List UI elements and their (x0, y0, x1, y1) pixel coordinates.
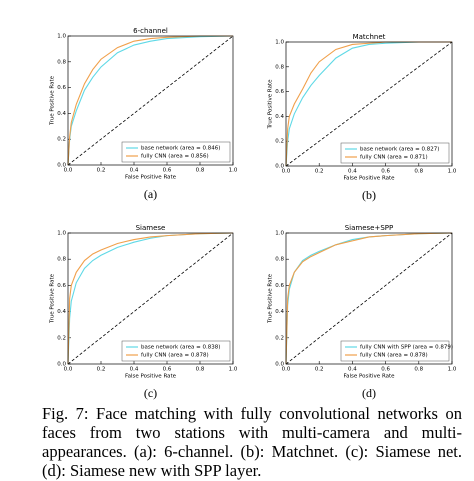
legend-box (340, 142, 450, 164)
y-tick-label: 1.0 (57, 34, 66, 40)
y-tick-label: 0.6 (57, 85, 66, 91)
y-tick-label: 0.8 (275, 64, 284, 70)
legend-label: fully CNN with SPP (area = 0.879) (360, 345, 453, 351)
x-tick-label: 0.4 (130, 367, 139, 373)
diagonal (285, 41, 453, 167)
y-tick-label: 0.2 (275, 139, 284, 145)
x-tick-label: 0.0 (64, 367, 73, 373)
y-tick-label: 0.2 (275, 335, 284, 341)
y-tick-label: 1.0 (275, 40, 284, 46)
x-tick-label: 0.8 (414, 169, 423, 175)
plot-frame (67, 232, 234, 365)
roc-curve (285, 232, 453, 365)
x-axis-label: False Positive Rate (125, 374, 177, 380)
x-axis-label: False Positive Rate (125, 175, 177, 181)
roc-curve (67, 232, 234, 365)
y-tick-label: 0.8 (57, 59, 66, 65)
diagonal (67, 232, 234, 365)
x-tick-label: 0.4 (130, 168, 139, 174)
x-tick-label: 0.6 (381, 169, 390, 175)
y-tick-label: 1.0 (57, 231, 66, 237)
x-tick-label: 0.2 (97, 367, 106, 373)
x-tick-label: 0.0 (282, 367, 291, 373)
chart-title: Siamese (136, 224, 166, 232)
y-tick-label: 0.0 (275, 362, 284, 368)
y-tick-label: 0.4 (57, 309, 66, 315)
legend-label: fully CNN (area = 0.871) (360, 155, 428, 161)
legend-label: base network (area = 0.827) (360, 147, 439, 153)
x-axis-label: False Positive Rate (343, 176, 395, 182)
legend-box (340, 340, 450, 362)
x-tick-label: 0.6 (381, 367, 390, 373)
diagonal (285, 232, 453, 365)
y-tick-label: 0.0 (275, 164, 284, 170)
subcaption: (b) (362, 188, 376, 202)
x-tick-label: 0.6 (163, 367, 172, 373)
x-tick-label: 0.2 (315, 169, 324, 175)
y-tick-label: 0.6 (275, 283, 284, 289)
subcaption: (a) (144, 187, 157, 201)
x-tick-label: 0.0 (282, 169, 291, 175)
plot-frame (285, 232, 453, 365)
y-tick-label: 0.4 (275, 114, 284, 120)
y-tick-label: 0.6 (275, 89, 284, 95)
x-tick-label: 1.0 (448, 367, 457, 373)
y-tick-label: 1.0 (275, 231, 284, 237)
plot-frame (67, 35, 234, 166)
legend-box (121, 340, 231, 362)
plot-frame (285, 41, 453, 167)
x-axis-label: False Positive Rate (343, 374, 395, 380)
x-tick-label: 1.0 (229, 367, 238, 373)
x-tick-label: 0.2 (97, 168, 106, 174)
chart-title: Matchnet (353, 33, 386, 41)
legend-label: fully CNN (area = 0.878) (141, 353, 209, 359)
legend-box (121, 141, 231, 163)
chart-title: 6-channel (133, 27, 168, 35)
y-tick-label: 0.4 (275, 309, 284, 315)
roc-curve (285, 41, 452, 167)
legend-label: fully CNN (area = 0.856) (141, 154, 209, 160)
y-axis-label: True Positive Rate (268, 273, 274, 324)
y-axis-label: True Positive Rate (50, 75, 56, 126)
y-tick-label: 0.8 (57, 257, 66, 263)
x-tick-label: 0.8 (196, 367, 205, 373)
subcaption: (d) (362, 386, 376, 400)
x-tick-label: 0.8 (414, 367, 423, 373)
y-axis-label: True Positive Rate (50, 273, 56, 324)
y-tick-label: 0.6 (57, 283, 66, 289)
x-tick-label: 0.6 (163, 168, 172, 174)
x-tick-label: 1.0 (229, 168, 238, 174)
y-tick-label: 0.2 (57, 137, 66, 143)
y-tick-label: 0.4 (57, 111, 66, 117)
x-tick-label: 0.0 (64, 168, 73, 174)
subcaption: (c) (144, 386, 157, 400)
legend-label: fully CNN (area = 0.878) (360, 353, 428, 359)
legend-label: base network (area = 0.838) (141, 345, 220, 351)
x-tick-label: 0.4 (348, 169, 357, 175)
figure: 6-channel 0.0 0.2 0.4 0.6 0.8 1.0 0.0 0.2 0.4 0.6 0… (50, 27, 457, 400)
chart-title: Siamese+SPP (345, 224, 394, 232)
y-tick-label: 0.8 (275, 257, 284, 263)
x-tick-label: 1.0 (448, 169, 457, 175)
x-tick-label: 0.2 (315, 367, 324, 373)
legend-label: base network (area = 0.846) (141, 146, 220, 152)
roc-curve (67, 35, 233, 166)
y-tick-label: 0.2 (57, 335, 66, 341)
y-axis-label: True Positive Rate (268, 79, 274, 130)
caption: Fig. 7: Face matching with fully convolu… (42, 404, 462, 480)
x-tick-label: 0.8 (196, 168, 205, 174)
y-tick-label: 0.0 (57, 362, 66, 368)
x-tick-label: 0.4 (348, 367, 357, 373)
y-tick-label: 0.0 (57, 163, 66, 169)
